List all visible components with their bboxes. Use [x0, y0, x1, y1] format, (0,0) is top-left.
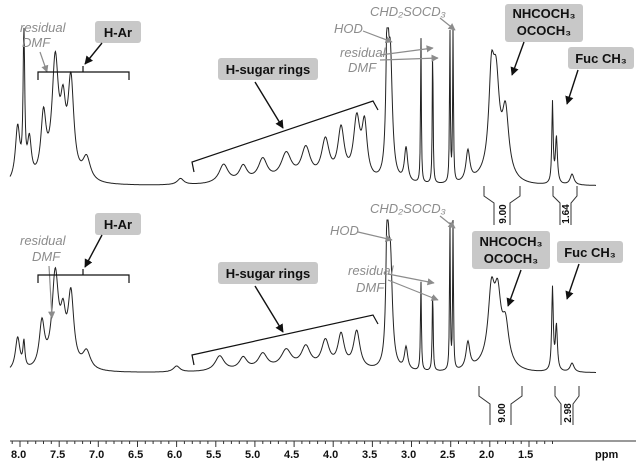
bottom-har-box	[95, 213, 141, 235]
bottom-nh-box	[472, 231, 550, 269]
top-sugar-bracket	[191, 100, 379, 173]
top-dmf-label-1: DMF	[22, 35, 51, 50]
top-integral-bracket-2	[552, 186, 578, 225]
top-har-label: H-Ar	[104, 25, 132, 40]
top-dmf-arrow-b	[379, 54, 439, 62]
top-fuc-box	[568, 47, 634, 69]
top-residual-arrow	[39, 51, 49, 73]
bottom-integral-value-1: 9.00	[497, 403, 508, 423]
bottom-sugar-bracket	[191, 314, 379, 366]
top-dmf-arrow-a	[379, 45, 434, 56]
bottom-har-bracket	[37, 274, 130, 283]
x-tick-label-7-5: 7.5	[50, 449, 65, 461]
bottom-fuc-label: Fuc CH₃	[564, 245, 616, 260]
bottom-hod-arrow	[357, 231, 393, 243]
bottom-chd2socd3-label: CHD₂SOCD₃	[370, 201, 446, 216]
x-tick-label-1-5: 1.5	[518, 449, 533, 461]
x-tick-label-5-5: 5.5	[206, 449, 221, 461]
x-axis-ticks	[11, 441, 553, 447]
top-dmf-label-2: DMF	[348, 60, 377, 75]
bottom-residual-arrow	[48, 265, 56, 319]
bottom-har-arrow	[84, 234, 103, 268]
x-tick-label-5-0: 5.0	[245, 449, 260, 461]
bottom-residual-label-2: residual	[348, 263, 395, 278]
bottom-dmf-label-1: DMF	[32, 249, 61, 264]
top-residual-label-2: residual	[340, 45, 387, 60]
bottom-har-label: H-Ar	[104, 217, 132, 232]
bottom-chd2socd3-arrow	[439, 215, 456, 229]
top-nh-arrow	[510, 41, 525, 76]
bottom-integral-value-2: 2.98	[563, 403, 574, 423]
bottom-annotations: residual DMF H-Ar H-sugar rings HOD CHD₂…	[20, 201, 623, 425]
top-integral-value-1: 9.00	[498, 204, 509, 224]
top-sugar-box	[218, 58, 318, 80]
top-nh-label: NHCOCH₃	[512, 6, 575, 21]
bottom-sugar-arrow	[254, 285, 284, 333]
top-integral-bracket-1	[483, 186, 521, 225]
top-sugar-arrow	[254, 81, 284, 129]
top-hod-arrow	[362, 30, 393, 44]
bottom-nh-arrow	[506, 269, 522, 307]
x-tick-label-3-5: 3.5	[362, 449, 377, 461]
x-tick-label-4-0: 4.0	[323, 449, 338, 461]
x-tick-label-8-0: 8.0	[11, 449, 26, 461]
top-annotations: residual DMF H-Ar H-sugar rings HOD CHD₂…	[20, 4, 634, 225]
bottom-hod-label: HOD	[330, 223, 359, 238]
top-har-bracket	[37, 71, 130, 80]
x-axis: 8.0 7.5 7.0 6.5 6.0 5.5 5.0 4.5 4.0 3.5 …	[10, 440, 636, 461]
top-fuc-arrow	[565, 69, 579, 105]
top-chd2socd3-label: CHD₂SOCD₃	[370, 4, 446, 19]
top-residual-label-1: residual	[20, 20, 67, 35]
x-tick-label-2-5: 2.5	[440, 449, 455, 461]
x-tick-label-2-0: 2.0	[479, 449, 494, 461]
x-tick-label-4-5: 4.5	[284, 449, 299, 461]
bottom-integral-bracket-1	[478, 386, 523, 425]
top-sugar-label: H-sugar rings	[226, 62, 311, 77]
bottom-integral-bracket-2	[554, 386, 580, 425]
bottom-dmf-arrow-a	[387, 273, 435, 286]
bottom-oco-label: OCOCH₃	[484, 251, 538, 266]
bottom-sugar-box	[218, 262, 318, 284]
bottom-sugar-label: H-sugar rings	[226, 266, 311, 281]
bottom-fuc-arrow	[565, 263, 580, 300]
x-tick-label-6-0: 6.0	[167, 449, 182, 461]
top-hod-label: HOD	[334, 21, 363, 36]
x-tick-label-3-0: 3.0	[401, 449, 416, 461]
x-tick-label-7-0: 7.0	[89, 449, 104, 461]
top-integral-value-2: 1.64	[561, 204, 572, 224]
top-fuc-label: Fuc CH₃	[575, 51, 627, 66]
top-har-arrow	[84, 42, 103, 65]
bottom-residual-label-1: residual	[20, 233, 67, 248]
spectrum-trace-top	[9, 27, 596, 186]
bottom-nh-label: NHCOCH₃	[479, 234, 542, 249]
x-axis-unit-label: ppm	[595, 449, 618, 461]
bottom-fuc-box	[557, 241, 623, 263]
spectrum-trace-bottom	[9, 219, 596, 373]
top-nh-box	[505, 4, 583, 42]
top-har-box	[95, 21, 141, 43]
top-oco-label: OCOCH₃	[517, 23, 571, 38]
bottom-dmf-arrow-b	[387, 279, 439, 301]
bottom-dmf-label-2: DMF	[356, 280, 385, 295]
top-chd2socd3-arrow	[439, 17, 456, 31]
x-tick-label-6-5: 6.5	[128, 449, 143, 461]
